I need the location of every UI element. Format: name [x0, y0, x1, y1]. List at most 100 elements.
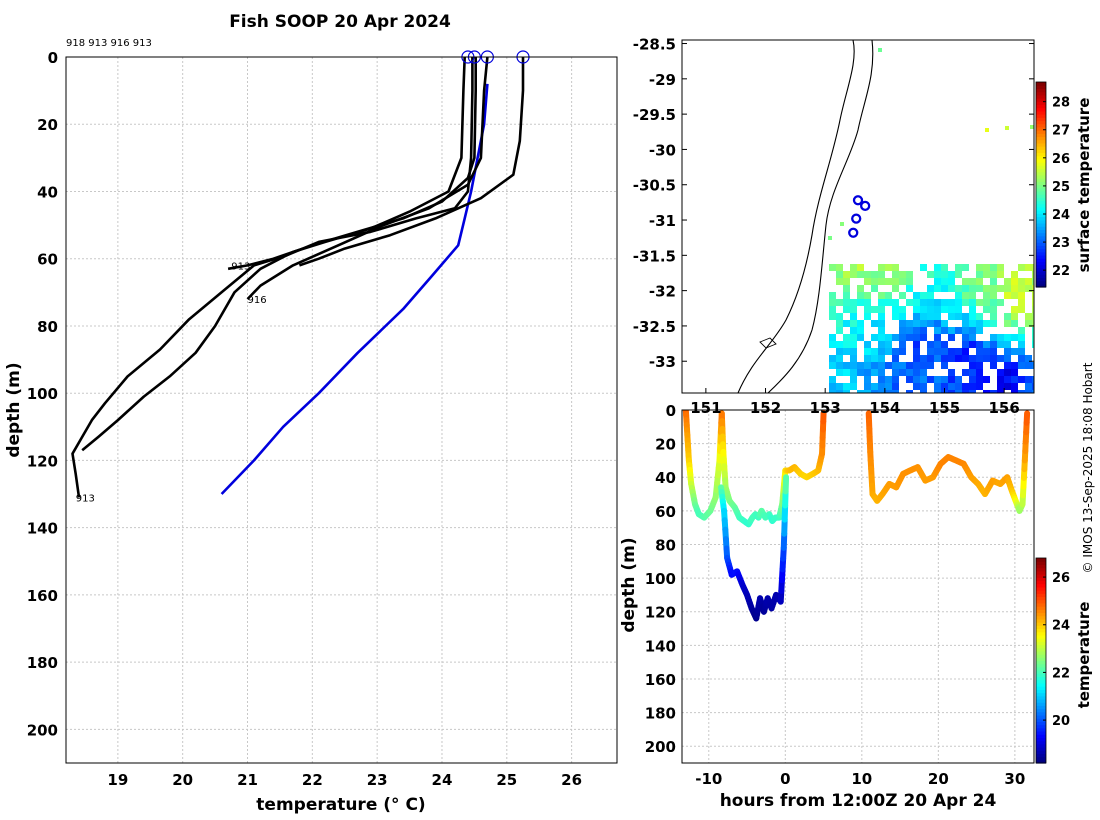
map-sst-pixel [878, 334, 885, 341]
map-sst-pixel [941, 278, 948, 285]
map-sst-pixel [878, 348, 885, 355]
map-sst-pixel [885, 264, 892, 271]
map-sst-pixel [1011, 313, 1018, 320]
map-sst-pixel [983, 285, 990, 292]
map-sst-pixel [941, 320, 948, 327]
map-sst-pixel [864, 341, 871, 348]
map-sst-pixel [920, 383, 927, 390]
map-sst-pixel [920, 355, 927, 362]
map-sst-pixel [976, 341, 983, 348]
map-sst-pixel [857, 264, 864, 271]
map-sst-pixel [927, 306, 934, 313]
map-sst-pixel [962, 341, 969, 348]
map-sst-pixel [955, 264, 962, 271]
map-sst-pixel [1032, 299, 1034, 306]
timeseries-colorbar-segment [1036, 740, 1046, 745]
map-sst-pixel [871, 334, 878, 341]
map-sst-pixel [836, 264, 843, 271]
timeseries-colorbar-frame [1035, 557, 1047, 764]
timeseries-colorbar-segment [1036, 705, 1046, 710]
map-colorbar-segment [1036, 258, 1046, 262]
map-sst-pixel [829, 362, 836, 369]
map-sst-pixel [955, 327, 962, 334]
map-coastline [737, 40, 855, 393]
timeseries-colorbar-segment [1036, 606, 1046, 610]
map-sst-pixel [969, 320, 976, 327]
map-sst-pixel [948, 376, 955, 383]
profile-line-913 [227, 57, 478, 271]
map-sst-pixel [906, 278, 913, 285]
map-sst-pixel [941, 348, 948, 355]
timeseries-colorbar-segment [1036, 657, 1046, 662]
timeseries-xtick-label: -10 [695, 770, 722, 788]
map-sst-pixel [941, 376, 948, 383]
map-sst-pixel [836, 341, 843, 348]
map-xtick-label: 155 [929, 399, 960, 417]
map-sst-pixel [878, 313, 885, 320]
map-sst-pixel [878, 264, 885, 271]
map-sst-pixel [983, 348, 990, 355]
map-sst-pixel [843, 306, 850, 313]
timeseries-colorbar-segment [1036, 759, 1046, 764]
map-sst-pixel [878, 299, 885, 306]
map-sst-pixel [976, 285, 983, 292]
map-sst-pixel [850, 369, 857, 376]
map-sst-pixel [990, 320, 997, 327]
profile-ytick-label: 180 [27, 654, 58, 672]
map-sst-pixel [976, 362, 983, 369]
profile-ytick-label: 200 [27, 721, 58, 739]
map-sst-pixel [983, 390, 990, 393]
map-sst-pixel [983, 355, 990, 362]
map-sst-pixel [864, 390, 871, 393]
map-colorbar-segment [1036, 142, 1046, 147]
timeseries-colorbar-tick-label: 20 [1052, 714, 1070, 729]
map-sst-pixel [878, 271, 885, 278]
map-sst-pixel [885, 278, 892, 285]
profile-ytick-label: 160 [27, 587, 58, 605]
map-sst-pixel [927, 285, 934, 292]
map-sst-pixel [969, 285, 976, 292]
map-sst-pixel [892, 264, 899, 271]
map-sst-pixel [878, 320, 885, 327]
map-sst-pixel [864, 348, 871, 355]
timeseries-ytick-label: 120 [645, 604, 676, 622]
imos-credit: © IMOS 13-Sep-2025 18:08 Hobart [1081, 362, 1095, 573]
map-colorbar-frame [1035, 81, 1047, 288]
map-sst-pixel [997, 383, 1004, 390]
map-sst-pixel [871, 362, 878, 369]
map-sst-pixel [934, 285, 941, 292]
map-sst-pixel [969, 292, 976, 299]
map-sst-pixel [941, 362, 948, 369]
map-sst-pixel [1011, 320, 1018, 327]
profile-id-label: 913 [76, 493, 95, 504]
profile-header-ids: 918 913 916 913 [66, 38, 152, 49]
map-ytick-label: -33 [649, 353, 676, 371]
timeseries-colorbar-segment [1036, 730, 1046, 735]
map-sst-pixel [864, 383, 871, 390]
map-sst-pixel [885, 390, 892, 393]
map-colorbar-segment [1036, 222, 1046, 227]
timeseries-colorbar-segment [1036, 622, 1046, 626]
map-sst-pixel [920, 306, 927, 313]
map-sst-pixel [899, 313, 906, 320]
map-axes-frame [681, 39, 1035, 394]
timeseries-colorbar-segment [1036, 574, 1046, 578]
map-colorbar-segment [1036, 158, 1046, 163]
timeseries-colorbar-segment [1036, 641, 1046, 646]
map-sst-pixel [962, 264, 969, 271]
map-sst-pixel [864, 278, 871, 285]
timeseries-colorbar-segment [1036, 654, 1046, 658]
map-sst-pixel [850, 264, 857, 271]
map-sst-pixel [906, 376, 913, 383]
timeseries-colorbar-segment [1036, 644, 1046, 649]
map-sst-pixel [990, 306, 997, 313]
map-colorbar-segment [1036, 242, 1046, 246]
map-sst-pixel [927, 313, 934, 320]
map-sst-pixel [934, 264, 941, 271]
map-sst-pixel [920, 376, 927, 383]
map-sst-pixel [934, 306, 941, 313]
timeseries-colorbar-segment [1036, 721, 1046, 726]
map-sst-pixel [843, 369, 850, 376]
map-sst-pixel [906, 390, 913, 393]
map-sst-pixel [962, 285, 969, 292]
